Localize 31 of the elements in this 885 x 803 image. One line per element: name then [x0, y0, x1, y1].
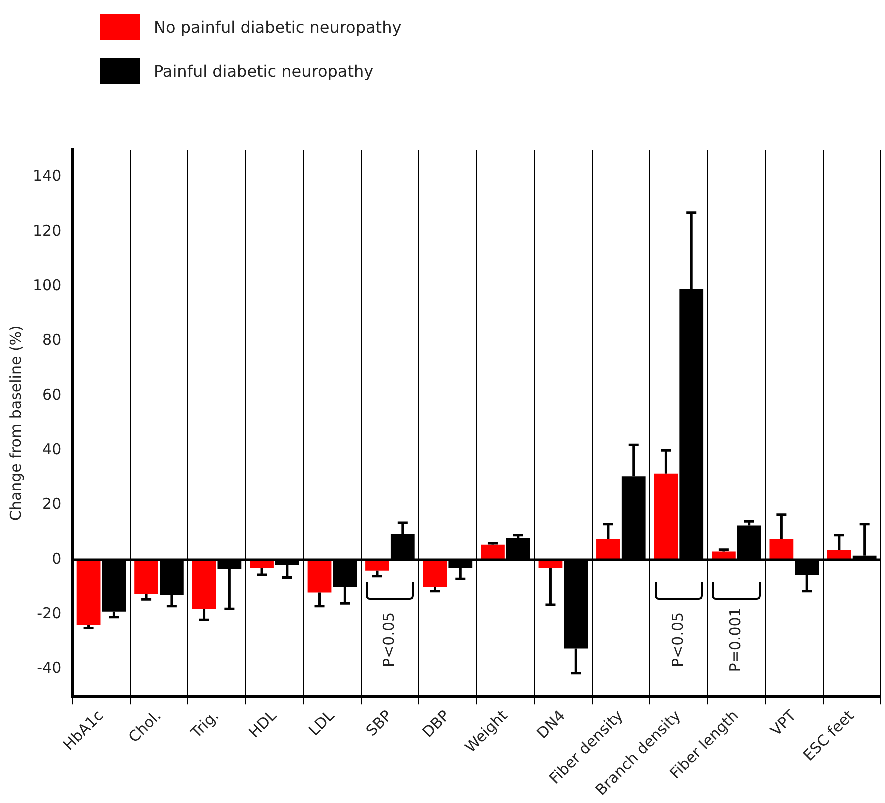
bar — [308, 560, 332, 593]
y-tick-label: 40 — [42, 440, 62, 459]
bar — [423, 560, 448, 588]
bar — [654, 474, 678, 560]
bar — [366, 560, 390, 571]
x-tick-label: HDL — [246, 706, 281, 742]
bar — [596, 539, 620, 560]
y-tick-label: 80 — [42, 331, 62, 350]
y-tick-label: 0 — [52, 550, 62, 568]
annotation: P<0.05 — [668, 612, 687, 668]
annotation: P<0.05 — [380, 612, 398, 668]
y-tick-label: -20 — [37, 604, 62, 622]
y-tick-label: 20 — [42, 495, 62, 514]
bar — [192, 560, 216, 610]
legend-label: Painful diabetic neuropathy — [154, 62, 374, 80]
x-tick-label: LDL — [305, 706, 338, 740]
bar — [481, 544, 505, 560]
y-axis-title: Change from baseline (%) — [6, 326, 25, 522]
bar — [770, 539, 794, 560]
bar — [76, 560, 101, 626]
annotation: P=0.001 — [726, 608, 745, 672]
x-tick-label: VPT — [767, 706, 801, 740]
y-tick-label: 140 — [32, 167, 62, 186]
y-tick-label: 60 — [42, 386, 62, 404]
bar — [134, 560, 158, 594]
x-tick-label: SBP — [362, 706, 396, 740]
legend-label: No painful diabetic neuropathy — [154, 18, 402, 36]
y-tick-label: 100 — [32, 276, 62, 295]
x-tick-label: Trig. — [186, 706, 223, 743]
y-tick-label: -40 — [37, 659, 62, 678]
y-tick-label: 120 — [32, 222, 62, 240]
